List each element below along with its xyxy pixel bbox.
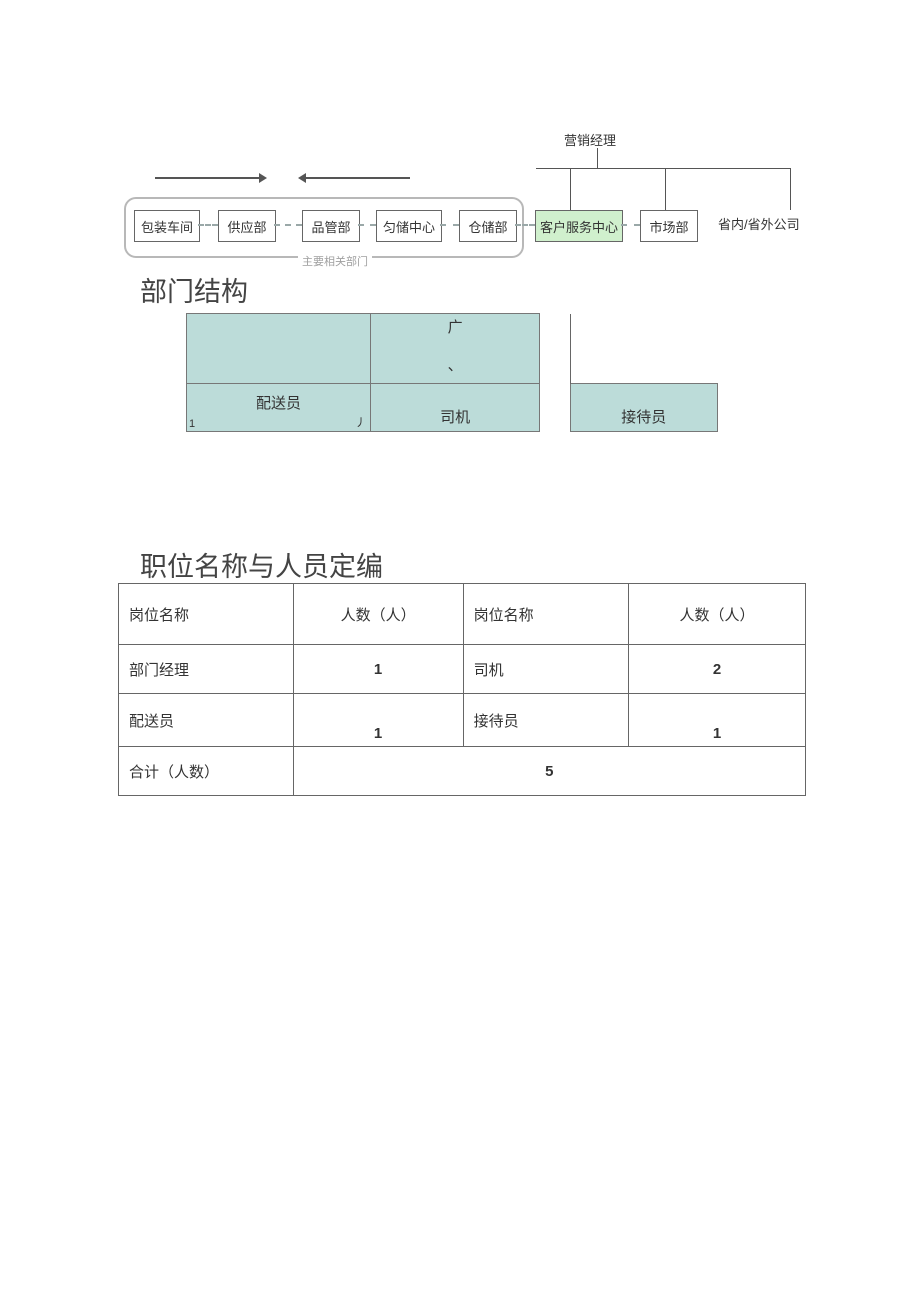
struct-cell-delivery: 配送员 1 丿 <box>187 384 371 432</box>
col-header: 岗位名称 <box>463 584 628 645</box>
cell-position: 配送员 <box>119 694 294 747</box>
connector-drop-2 <box>665 168 666 210</box>
cell-position: 司机 <box>463 645 628 694</box>
structure-table: 广 、 配送员 1 丿 司机 接待员 <box>186 313 718 432</box>
container-caption: 主要相关部门 <box>298 253 372 269</box>
dash-connector <box>440 224 459 226</box>
node-label: 包装车间 <box>141 217 193 236</box>
struct-cell-reception: 接待员 <box>570 384 717 432</box>
connector-vline-main <box>597 148 598 168</box>
node-storage-center: 匀储中心 <box>376 210 442 242</box>
node-supply: 供应部 <box>218 210 276 242</box>
heading-structure: 部门结构 <box>140 270 248 309</box>
heading-positions: 职位名称与人员定编 <box>140 545 383 584</box>
struct-cell-driver: 司机 <box>370 384 539 432</box>
cell-total-value: 5 <box>293 747 805 796</box>
node-marketing: 市场部 <box>640 210 698 242</box>
struct-label: 配送员 <box>188 392 369 413</box>
struct-cell <box>540 314 570 384</box>
node-warehouse: 仓储部 <box>459 210 517 242</box>
col-header: 人数（人） <box>629 584 806 645</box>
struct-cell <box>187 314 371 384</box>
node-label: 品管部 <box>311 217 350 236</box>
diagram-top-label: 营销经理 <box>564 130 616 149</box>
table-total-row: 合计（人数） 5 <box>119 747 806 796</box>
struct-cell <box>570 314 717 384</box>
node-label: 仓储部 <box>468 217 507 236</box>
node-label: 客户服务中心 <box>540 217 618 236</box>
cell-total-label: 合计（人数） <box>119 747 294 796</box>
node-qc: 品管部 <box>302 210 360 242</box>
struct-label: 接待员 <box>621 409 666 426</box>
struct-label: 司机 <box>440 409 470 426</box>
connector-hline-main <box>536 168 791 169</box>
positions-table: 岗位名称 人数（人） 岗位名称 人数（人） 部门经理 1 司机 2 配送员 1 … <box>118 583 806 796</box>
diagram-right-label: 省内/省外公司 <box>718 214 800 233</box>
cell-count: 1 <box>293 694 463 747</box>
connector-drop-1 <box>570 168 571 210</box>
arrow-right <box>155 177 265 179</box>
node-label: 市场部 <box>649 217 688 236</box>
table-header-row: 岗位名称 人数（人） 岗位名称 人数（人） <box>119 584 806 645</box>
node-packaging: 包装车间 <box>134 210 200 242</box>
struct-corner-left: 1 <box>189 418 195 430</box>
cell-position: 接待员 <box>463 694 628 747</box>
col-header: 人数（人） <box>293 584 463 645</box>
dash-connector <box>621 224 640 226</box>
connector-drop-3 <box>790 168 791 210</box>
col-header: 岗位名称 <box>119 584 294 645</box>
node-customer-service: 客户服务中心 <box>535 210 623 242</box>
org-diagram: 营销经理 包装车间 供应部 品管部 匀储中心 仓储部 客户服务中心 市场部 省内… <box>0 0 920 270</box>
node-label: 匀储中心 <box>383 217 435 236</box>
cell-count: 1 <box>293 645 463 694</box>
struct-cell <box>540 384 570 432</box>
table-row: 配送员 1 接待员 1 <box>119 694 806 747</box>
dash-connector <box>274 224 302 226</box>
arrow-left <box>300 177 410 179</box>
cell-position: 部门经理 <box>119 645 294 694</box>
cell-count: 2 <box>629 645 806 694</box>
node-label: 供应部 <box>227 217 266 236</box>
struct-corner-right: 丿 <box>355 414 366 430</box>
cell-count: 1 <box>629 694 806 747</box>
struct-cell: 广 、 <box>370 314 539 384</box>
dash-connector <box>515 224 535 226</box>
dash-connector <box>198 224 218 226</box>
table-row: 部门经理 1 司机 2 <box>119 645 806 694</box>
dash-connector <box>358 224 376 226</box>
